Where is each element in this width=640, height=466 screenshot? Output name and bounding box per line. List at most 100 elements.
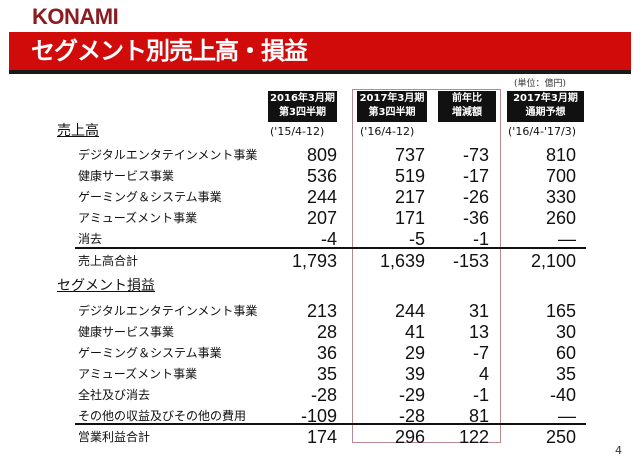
row-label: 全社及び消去 <box>78 388 151 402</box>
row-label: 営業利益合計 <box>78 430 151 444</box>
table-row: アミューズメント事業 35 39 4 35 <box>0 364 640 384</box>
konami-logo: KONAMI <box>32 4 119 29</box>
table-row: 健康サービス事業 28 41 13 30 <box>0 322 640 342</box>
table-row: デジタルエンタテインメント事業 213 244 31 165 <box>0 301 640 321</box>
cell-value: 31 <box>468 301 489 321</box>
cell-value: 81 <box>468 406 489 426</box>
row-label: 売上高合計 <box>78 254 139 268</box>
cell-value: 35 <box>316 364 337 384</box>
table-row: ゲーミング＆システム事業 36 29 -7 60 <box>0 343 640 363</box>
title-banner: セグメント別売上高・損益 <box>9 32 631 74</box>
divider <box>75 423 586 425</box>
cell-value: 700 <box>545 166 576 186</box>
cell-value: 39 <box>404 364 425 384</box>
cell-value: 2,100 <box>530 251 576 271</box>
cell-value: -26 <box>462 187 489 207</box>
header-line: 2017年3月期 <box>359 93 425 104</box>
cell-value: 1,639 <box>379 251 425 271</box>
cell-value: -7 <box>472 343 489 363</box>
column-header-fy2017-forecast: 2017年3月期 通期予想 <box>507 91 584 122</box>
column-header-fy2017-q3: 2017年3月期 第3四半期 <box>357 91 427 122</box>
cell-value: -36 <box>462 208 489 228</box>
header-line: 第3四半期 <box>368 107 416 118</box>
row-label: デジタルエンタテインメント事業 <box>78 304 258 318</box>
cell-value: 519 <box>394 166 425 186</box>
total-row: 売上高合計 1,793 1,639 -153 2,100 <box>0 251 640 271</box>
row-label: デジタルエンタテインメント事業 <box>78 148 258 162</box>
header-line: 2016年3月期 <box>270 93 335 104</box>
row-label: アミューズメント事業 <box>78 367 198 381</box>
cell-value: 122 <box>458 427 489 447</box>
cell-value: 244 <box>306 187 337 207</box>
row-label: 健康サービス事業 <box>78 169 175 183</box>
cell-value: -1 <box>472 385 489 405</box>
row-label: 消去 <box>78 232 103 246</box>
cell-value: 207 <box>306 208 337 228</box>
cell-value: -1 <box>472 229 489 249</box>
page-number: 4 <box>615 444 622 457</box>
cell-value: -5 <box>408 229 425 249</box>
highlight-box <box>352 89 501 443</box>
period-label: ('16/4-'17/3) <box>508 125 577 138</box>
cell-value: 1,793 <box>291 251 337 271</box>
column-header-fy2016-q3: 2016年3月期 第3四半期 <box>268 91 337 122</box>
cell-value: 213 <box>306 301 337 321</box>
column-header-yoy-change: 前年比 増減額 <box>438 91 496 122</box>
cell-value: 810 <box>545 145 576 165</box>
cell-value: 28 <box>316 322 337 342</box>
header-line: 2017年3月期 <box>513 93 578 104</box>
cell-value: 4 <box>478 364 489 384</box>
cell-value: 35 <box>555 364 576 384</box>
profit-heading: セグメント損益 <box>57 278 155 294</box>
cell-value: 36 <box>316 343 337 363</box>
cell-value: 809 <box>306 145 337 165</box>
row-label: アミューズメント事業 <box>78 211 198 225</box>
header-line: 第3四半期 <box>279 107 326 118</box>
cell-value: 260 <box>545 208 576 228</box>
sales-heading: 売上高 <box>57 123 99 139</box>
row-label: ゲーミング＆システム事業 <box>78 346 222 360</box>
row-label: その他の収益及びその他の費用 <box>78 409 247 423</box>
table-row: ゲーミング＆システム事業 244 217 -26 330 <box>0 187 640 207</box>
unit-label: (単位：億円) <box>514 79 567 89</box>
cell-value: -28 <box>398 406 425 426</box>
table-row: 健康サービス事業 536 519 -17 700 <box>0 166 640 186</box>
cell-value: -17 <box>462 166 489 186</box>
cell-value: 29 <box>404 343 425 363</box>
divider <box>75 247 586 249</box>
cell-value: 536 <box>306 166 337 186</box>
cell-value: -29 <box>398 385 425 405</box>
cell-value: 330 <box>545 187 576 207</box>
cell-value: -28 <box>310 385 337 405</box>
cell-value: — <box>558 229 576 249</box>
header-line: 増減額 <box>452 107 482 118</box>
table-row: その他の収益及びその他の費用 -109 -28 81 — <box>0 406 640 426</box>
cell-value: -109 <box>300 406 337 426</box>
cell-value: 174 <box>306 427 337 447</box>
cell-value: -4 <box>320 229 337 249</box>
page-title: セグメント別売上高・損益 <box>31 37 308 65</box>
cell-value: 250 <box>545 427 576 447</box>
cell-value: -153 <box>452 251 489 271</box>
table-row: アミューズメント事業 207 171 -36 260 <box>0 208 640 228</box>
cell-value: 30 <box>555 322 576 342</box>
cell-value: — <box>558 406 576 426</box>
cell-value: -73 <box>462 145 489 165</box>
table-row: デジタルエンタテインメント事業 809 737 -73 810 <box>0 145 640 165</box>
period-label: ('15/4-12) <box>270 125 325 138</box>
table-row: 消去 -4 -5 -1 — <box>0 229 640 249</box>
cell-value: 296 <box>394 427 425 447</box>
cell-value: 41 <box>404 322 425 342</box>
header-line: 前年比 <box>452 93 482 104</box>
cell-value: 60 <box>555 343 576 363</box>
header-line: 通期予想 <box>525 107 566 118</box>
cell-value: 737 <box>394 145 425 165</box>
table-row: 全社及び消去 -28 -29 -1 -40 <box>0 385 640 405</box>
cell-value: 217 <box>394 187 425 207</box>
cell-value: 165 <box>545 301 576 321</box>
total-row: 営業利益合計 174 296 122 250 <box>0 427 640 447</box>
cell-value: -40 <box>549 385 576 405</box>
cell-value: 244 <box>394 301 425 321</box>
cell-value: 171 <box>394 208 425 228</box>
